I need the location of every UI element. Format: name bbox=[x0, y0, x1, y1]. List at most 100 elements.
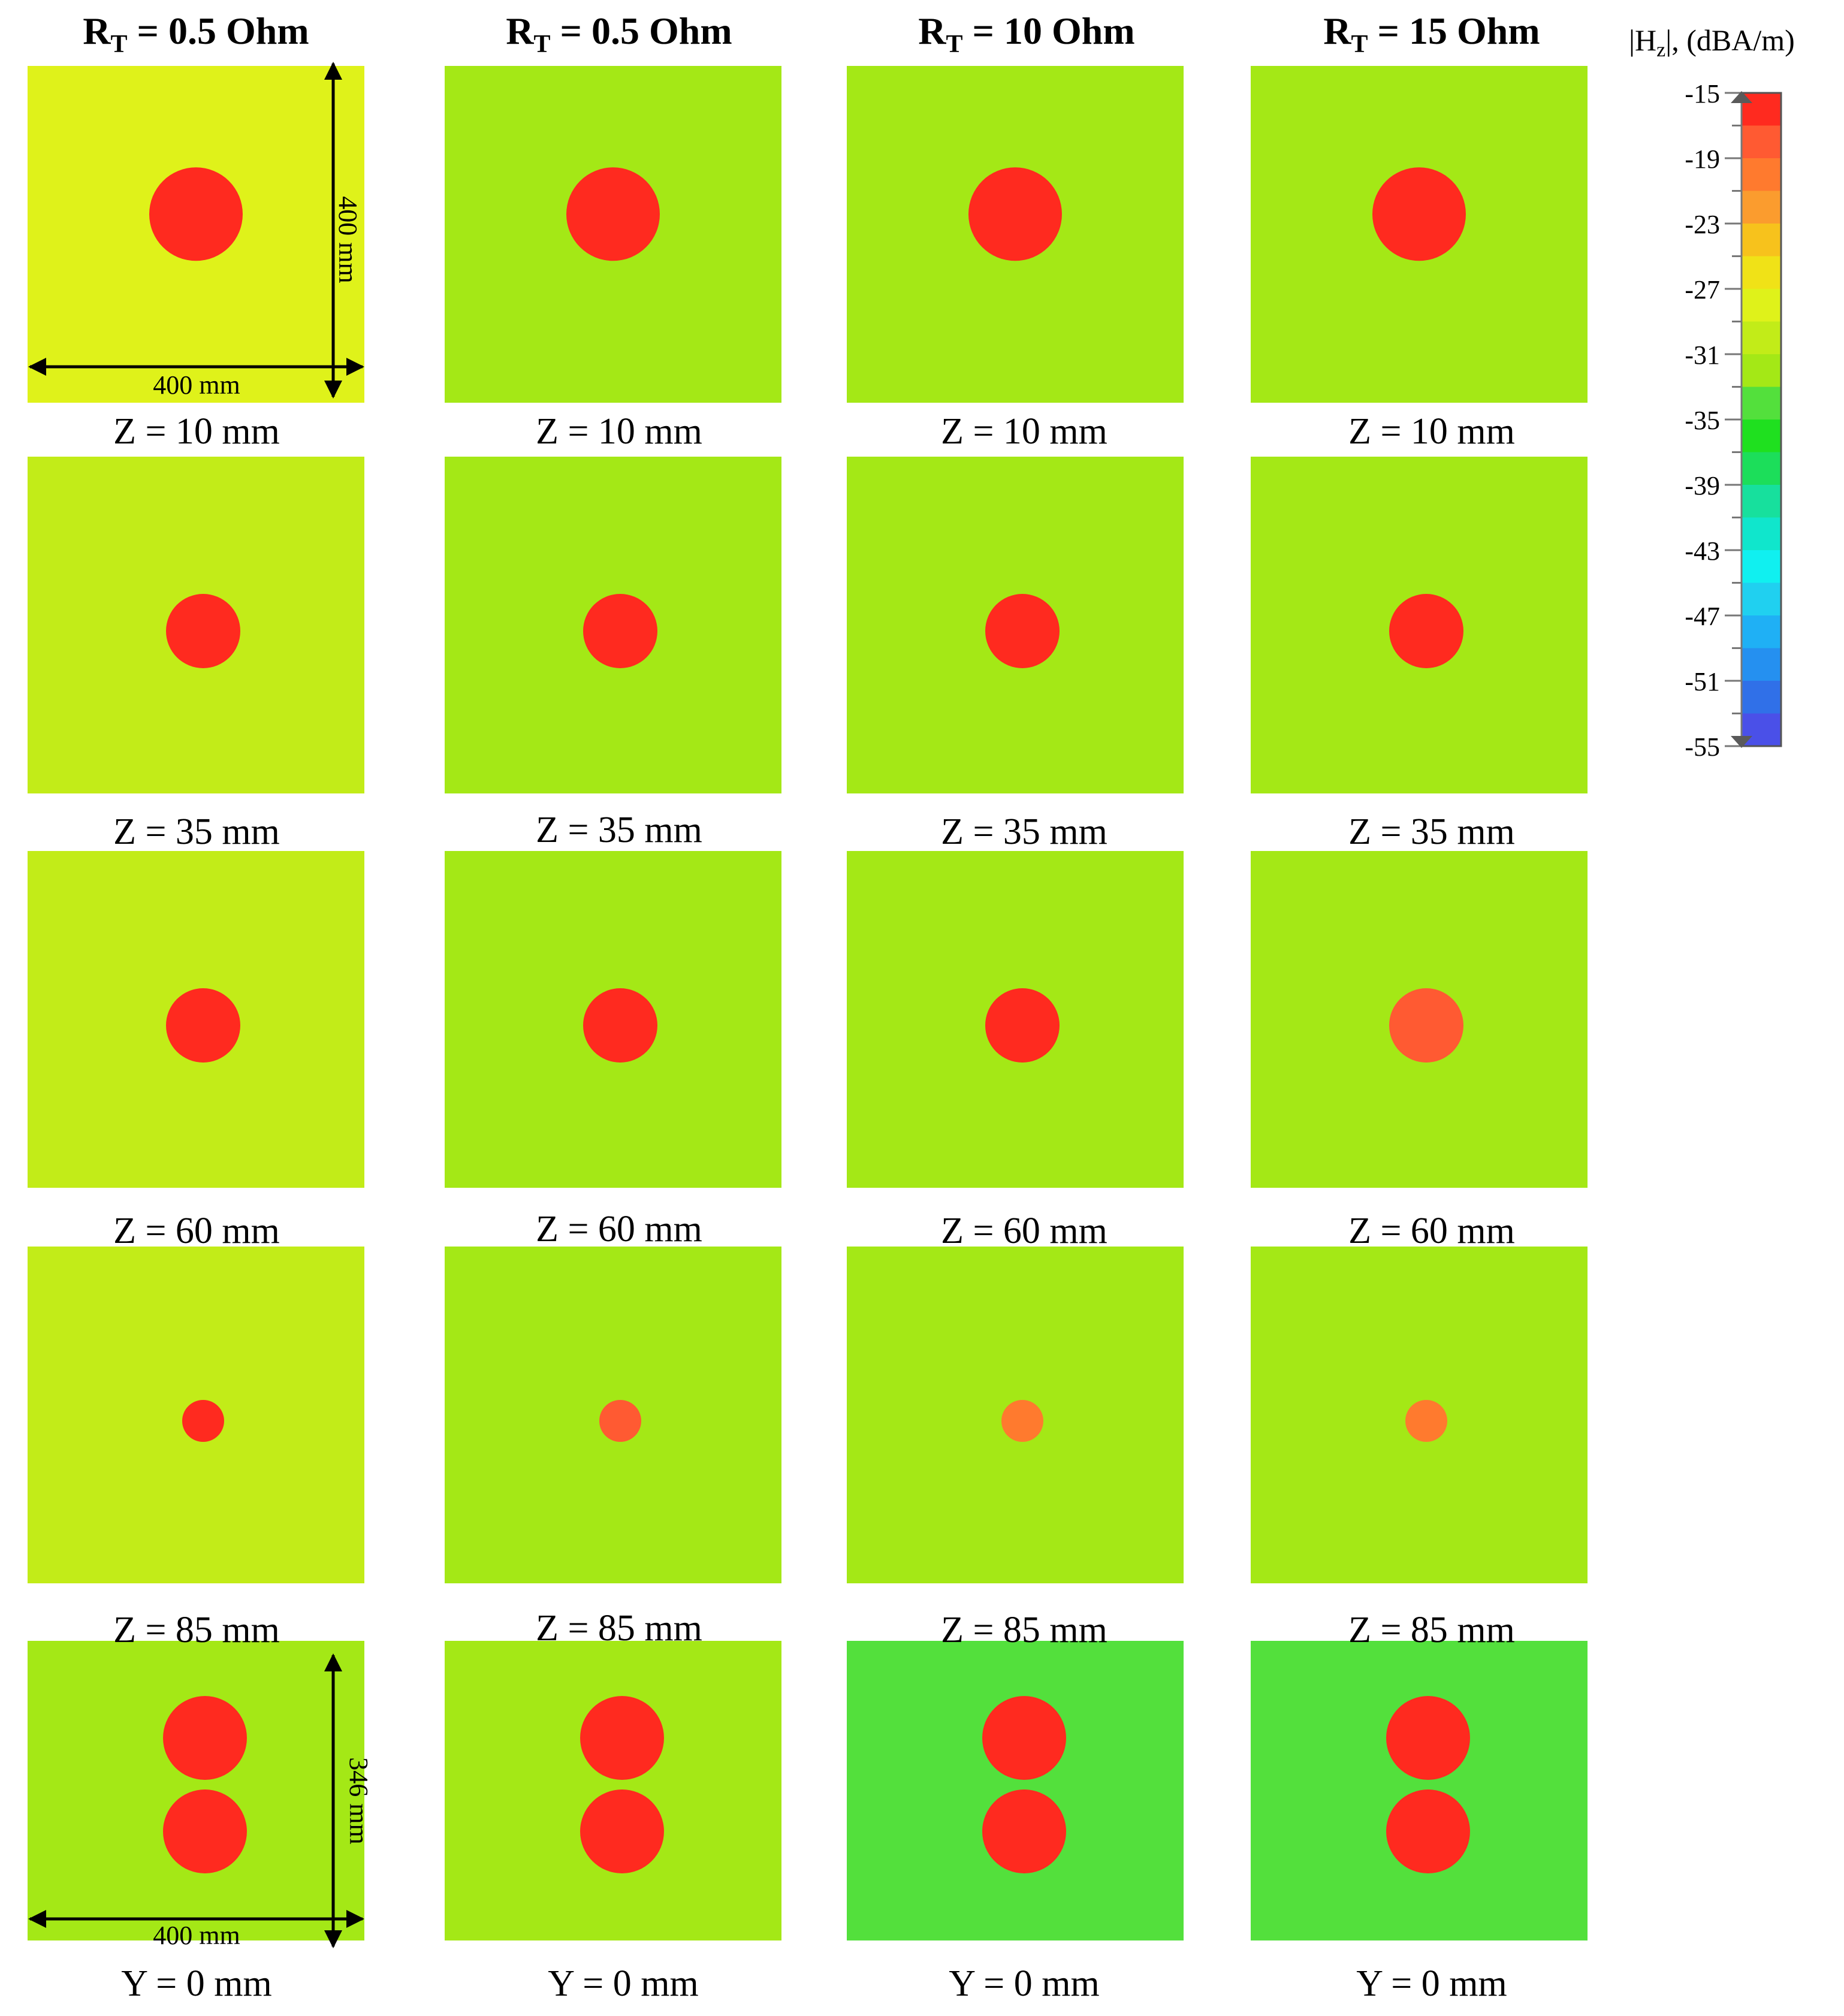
colorbar-swatch bbox=[1742, 550, 1781, 584]
contour-peak bbox=[1386, 1789, 1470, 1873]
colorbar-tick-label: -31 bbox=[1685, 340, 1720, 370]
contour-panel bbox=[445, 1247, 781, 1583]
height-label: 400 mm bbox=[333, 196, 363, 283]
colorbar-swatch bbox=[1742, 681, 1781, 714]
row-label: Z = 60 mm bbox=[113, 1211, 280, 1251]
row-label: Z = 60 mm bbox=[536, 1209, 702, 1250]
contour-panel bbox=[847, 851, 1184, 1188]
contour-peak bbox=[182, 1400, 224, 1442]
contour-panels bbox=[28, 66, 1588, 1940]
column-headers: RT = 0.5 Ohm RT = 0.5 Ohm RT = 10 Ohm RT… bbox=[83, 10, 1540, 58]
contour-peak bbox=[1405, 1400, 1447, 1442]
contour-peak bbox=[1001, 1400, 1043, 1442]
row-label: Z = 10 mm bbox=[1348, 411, 1515, 452]
row-label: Y = 0 mm bbox=[949, 1963, 1099, 2004]
contour-panel bbox=[445, 851, 781, 1188]
column-header: RT = 10 Ohm bbox=[918, 10, 1134, 58]
colorbar-tick-label: -35 bbox=[1685, 406, 1720, 435]
colorbar-swatches bbox=[1740, 92, 1782, 747]
colorbar-swatch bbox=[1742, 485, 1781, 518]
row-label: Z = 10 mm bbox=[113, 411, 280, 452]
contour-peak bbox=[566, 167, 660, 261]
contour-panel bbox=[445, 1641, 781, 1940]
colorbar-swatch bbox=[1742, 713, 1781, 747]
row-label: Z = 60 mm bbox=[941, 1211, 1107, 1251]
row-label: Z = 85 mm bbox=[113, 1610, 280, 1650]
colorbar-swatch bbox=[1742, 191, 1781, 224]
contour-panel bbox=[847, 1247, 1184, 1583]
contour-peak bbox=[583, 988, 657, 1063]
colorbar-swatch bbox=[1742, 452, 1781, 485]
contour-peak bbox=[985, 594, 1060, 668]
colorbar-tick-label: -39 bbox=[1685, 471, 1720, 500]
row-label: Y = 0 mm bbox=[548, 1963, 698, 2004]
contour-panel bbox=[445, 457, 781, 793]
row-label: Z = 85 mm bbox=[1348, 1610, 1515, 1650]
contour-peak bbox=[163, 1696, 247, 1780]
contour-peak bbox=[1386, 1696, 1470, 1780]
row-label: Y = 0 mm bbox=[121, 1963, 271, 2004]
width-label: 400 mm bbox=[153, 1921, 240, 1950]
contour-panel bbox=[445, 66, 781, 403]
contour-panel bbox=[847, 1641, 1184, 1940]
contour-panel bbox=[28, 1247, 364, 1583]
contour-peak bbox=[166, 988, 240, 1063]
colorbar-swatch bbox=[1742, 256, 1781, 289]
colorbar-tick-label: -27 bbox=[1685, 275, 1720, 304]
colorbar-swatch bbox=[1742, 354, 1781, 388]
colorbar-swatch bbox=[1742, 158, 1781, 192]
row-label: Z = 10 mm bbox=[941, 411, 1107, 452]
row-label: Z = 35 mm bbox=[1348, 811, 1515, 852]
column-header: RT = 15 Ohm bbox=[1323, 10, 1540, 58]
contour-peak bbox=[163, 1789, 247, 1873]
contour-panel bbox=[1251, 1247, 1588, 1583]
colorbar-tick-label: -43 bbox=[1685, 536, 1720, 566]
colorbar-swatch bbox=[1742, 615, 1781, 649]
colorbar-tick-label: -51 bbox=[1685, 667, 1720, 696]
row-label: Z = 35 mm bbox=[941, 811, 1107, 852]
contour-peak bbox=[166, 594, 240, 668]
row-labels: Z = 10 mm Z = 10 mm Z = 10 mm Z = 10 mm … bbox=[113, 411, 1515, 2004]
dimension-annotation-bottom: 400 mm 346 mm bbox=[28, 1653, 373, 1950]
colorbar-swatch bbox=[1742, 387, 1781, 420]
contour-peak bbox=[1389, 988, 1463, 1063]
colorbar-swatch bbox=[1742, 289, 1781, 322]
contour-panel bbox=[1251, 851, 1588, 1188]
row-label: Z = 85 mm bbox=[941, 1610, 1107, 1650]
contour-panel bbox=[28, 851, 364, 1188]
colorbar-swatch bbox=[1742, 583, 1781, 616]
contour-peak bbox=[1372, 167, 1466, 261]
colorbar-swatch bbox=[1742, 93, 1781, 126]
row-label: Y = 0 mm bbox=[1356, 1963, 1507, 2004]
contour-panel bbox=[28, 66, 364, 403]
colorbar-tick-label: -23 bbox=[1685, 210, 1720, 239]
contour-peak bbox=[580, 1696, 664, 1780]
max-triangle-icon bbox=[1731, 91, 1752, 103]
colorbar-tick-label: -15 bbox=[1685, 79, 1720, 108]
contour-peak bbox=[599, 1400, 641, 1442]
contour-panel bbox=[1251, 457, 1588, 793]
colorbar-swatch bbox=[1742, 125, 1781, 159]
contour-peak bbox=[1389, 594, 1463, 668]
column-header: RT = 0.5 Ohm bbox=[83, 10, 309, 58]
dimension-annotation-top: 400 mm 400 mm bbox=[28, 62, 364, 400]
contour-peak bbox=[982, 1696, 1066, 1780]
colorbar-ticks: -15 -19 -23 -27 -31 -35 -39 -43 -47 -51 -55 bbox=[1685, 79, 1743, 762]
contour-peak bbox=[982, 1789, 1066, 1873]
row-label: Z = 35 mm bbox=[536, 810, 702, 850]
colorbar-tick-label: -19 bbox=[1685, 144, 1720, 174]
contour-panel bbox=[847, 457, 1184, 793]
contour-peak bbox=[985, 988, 1060, 1063]
row-label: Z = 35 mm bbox=[113, 811, 280, 852]
contour-peak bbox=[583, 594, 657, 668]
colorbar: |Hz|, (dBA/m) -15 -19 -23 -27 -31 -35 -39 -43 -4… bbox=[1629, 23, 1795, 762]
contour-peak bbox=[149, 167, 243, 261]
colorbar-swatch bbox=[1742, 420, 1781, 453]
colorbar-swatch bbox=[1742, 517, 1781, 551]
width-label: 400 mm bbox=[153, 370, 240, 400]
colorbar-title: |Hz|, (dBA/m) bbox=[1629, 23, 1795, 61]
column-header: RT = 0.5 Ohm bbox=[506, 10, 732, 58]
contour-peak bbox=[580, 1789, 664, 1873]
colorbar-swatch bbox=[1742, 224, 1781, 257]
height-label: 346 mm bbox=[344, 1757, 373, 1844]
